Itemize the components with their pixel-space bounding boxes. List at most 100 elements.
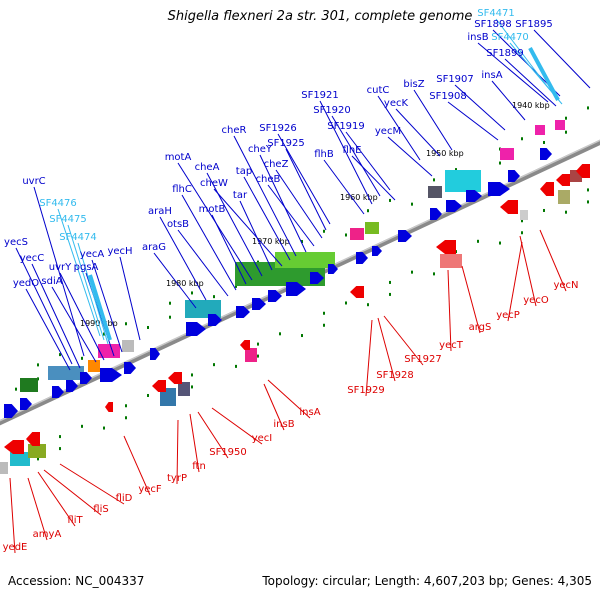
gene-label-yecc[interactable]: yecC <box>20 253 45 264</box>
track-tick <box>59 353 61 357</box>
gene-label-cheb[interactable]: cheB <box>256 174 281 185</box>
gene-label-flhb[interactable]: flhB <box>314 149 334 160</box>
gene-label-sf1895[interactable]: SF1895 <box>515 19 553 30</box>
track-tick <box>433 272 435 276</box>
label-connector <box>211 214 247 285</box>
label-connector <box>25 288 71 371</box>
track-tick <box>499 161 501 165</box>
gene-label-sf4474[interactable]: SF4474 <box>59 232 97 243</box>
gene-label-sf1925[interactable]: SF1925 <box>267 138 305 149</box>
gene-label-yect[interactable]: yecT <box>439 340 464 351</box>
label-connector <box>377 317 396 382</box>
track-tick <box>499 241 501 245</box>
gene-label-flhe[interactable]: flhE <box>343 145 362 156</box>
gene-label-sf1919[interactable]: SF1919 <box>327 121 365 132</box>
gene-label-insa[interactable]: insA <box>299 407 320 418</box>
track-tick <box>411 202 413 206</box>
gene-label-ftn[interactable]: ftn <box>192 461 206 472</box>
gene-labels: SF1898 SF1895 insB SF1899 insA SF1907 SF1908 bi… <box>3 8 579 553</box>
gene-label-uvry[interactable]: uvrY <box>49 262 72 273</box>
reverse-gene-arrow <box>500 200 518 214</box>
gene-label-yeck[interactable]: yecK <box>384 98 409 109</box>
label-connector <box>243 176 291 261</box>
gene-label-cutc[interactable]: cutC <box>367 85 390 96</box>
gene-label-flhc[interactable]: flhC <box>172 184 192 195</box>
gene-label-cher[interactable]: cheR <box>222 125 247 136</box>
gene-label-yeci[interactable]: yecI <box>252 433 273 444</box>
gene-label-sf1899[interactable]: SF1899 <box>486 48 524 59</box>
gene-label-tyrp[interactable]: tyrP <box>167 473 187 484</box>
gene-label-sf1926[interactable]: SF1926 <box>259 123 297 134</box>
gene-label-sf4470[interactable]: SF4470 <box>491 32 529 43</box>
gene-label-yecn[interactable]: yecN <box>553 280 578 291</box>
track-tick <box>433 178 435 182</box>
gene-label-insb[interactable]: insB <box>273 419 294 430</box>
track-tick <box>323 229 325 233</box>
gene-label-sf1898[interactable]: SF1898 <box>474 19 512 30</box>
label-connector <box>119 256 141 341</box>
gene-label-sf1907[interactable]: SF1907 <box>436 74 474 85</box>
gene-label-amya[interactable]: amyA <box>33 529 62 540</box>
gene-label-otsb[interactable]: otsB <box>167 219 189 230</box>
gene-label-mota[interactable]: motA <box>165 152 192 163</box>
gene-label-uvrc[interactable]: uvrC <box>22 176 45 187</box>
gene-label-yecp[interactable]: yecP <box>496 310 520 321</box>
gene-label-flid[interactable]: fliD <box>116 493 133 504</box>
gene-label-sf1921[interactable]: SF1921 <box>301 90 339 101</box>
gene-label-sf1920[interactable]: SF1920 <box>313 105 351 116</box>
gene-label-insb[interactable]: insB <box>467 32 488 43</box>
gene-label-yech[interactable]: yecH <box>107 246 132 257</box>
gene-label-sf1927[interactable]: SF1927 <box>404 354 442 365</box>
gene-label-motb[interactable]: motB <box>199 204 226 215</box>
reverse-gene-arrow <box>556 174 570 186</box>
gene-label-chez[interactable]: cheZ <box>264 159 289 170</box>
gene-label-yedo[interactable]: yedO <box>13 278 39 289</box>
track-tick <box>191 373 193 377</box>
label-connector <box>259 154 307 253</box>
gene-label-tap[interactable]: tap <box>236 166 252 177</box>
gene-label-chew[interactable]: cheW <box>200 178 228 189</box>
gene-label-flis[interactable]: fliS <box>93 504 108 515</box>
gene-label-arag[interactable]: araG <box>142 242 166 253</box>
label-connector <box>27 477 48 541</box>
gene-label-sf4475[interactable]: SF4475 <box>49 214 87 225</box>
gene-label-sf1950[interactable]: SF1950 <box>209 447 247 458</box>
label-connector <box>323 159 365 215</box>
forward-gene-arrow <box>100 368 122 382</box>
gene-label-sf1928[interactable]: SF1928 <box>376 370 414 381</box>
track-tick <box>103 426 105 430</box>
label-connector <box>539 229 567 292</box>
gene-label-sf1929[interactable]: SF1929 <box>347 385 385 396</box>
reverse-gene-arrow <box>168 372 182 384</box>
label-connectors <box>9 18 591 554</box>
gene-label-tar[interactable]: tar <box>233 190 248 201</box>
gene-label-sdia[interactable]: sdiA <box>41 276 62 287</box>
gene-label-yecf[interactable]: yecF <box>138 484 162 495</box>
gene-block <box>245 348 257 362</box>
gene-label-insa[interactable]: insA <box>481 70 502 81</box>
gene-label-yecm[interactable]: yecM <box>375 126 401 137</box>
gene-label-yecs[interactable]: yecS <box>4 237 28 248</box>
label-connector <box>345 131 391 191</box>
gene-label-sf4471[interactable]: SF4471 <box>477 8 515 19</box>
label-connector <box>387 136 433 177</box>
gene-label-bisz[interactable]: bisZ <box>403 79 424 90</box>
gene-label-chey[interactable]: cheY <box>248 144 273 155</box>
gene-label-flit[interactable]: fliT <box>67 515 83 526</box>
gene-label-sf4476[interactable]: SF4476 <box>39 198 77 209</box>
gene-label-args[interactable]: argS <box>469 322 492 333</box>
kbp-label: 1960 kbp <box>340 193 378 202</box>
gene-label-yeca[interactable]: yecA <box>80 249 105 260</box>
gene-label-yeco[interactable]: yecO <box>523 295 549 306</box>
gene-label-pgsa[interactable]: pgsA <box>74 262 99 273</box>
track-tick <box>125 404 127 408</box>
label-connector <box>461 265 481 334</box>
track-tick <box>565 130 567 134</box>
gene-label-chea[interactable]: cheA <box>195 162 220 173</box>
track-tick <box>367 209 369 213</box>
track-tick <box>477 239 479 243</box>
track-tick <box>169 301 171 305</box>
gene-label-sf1908[interactable]: SF1908 <box>429 91 467 102</box>
gene-label-arah[interactable]: araH <box>148 206 172 217</box>
gene-label-yede[interactable]: yedE <box>3 542 28 553</box>
